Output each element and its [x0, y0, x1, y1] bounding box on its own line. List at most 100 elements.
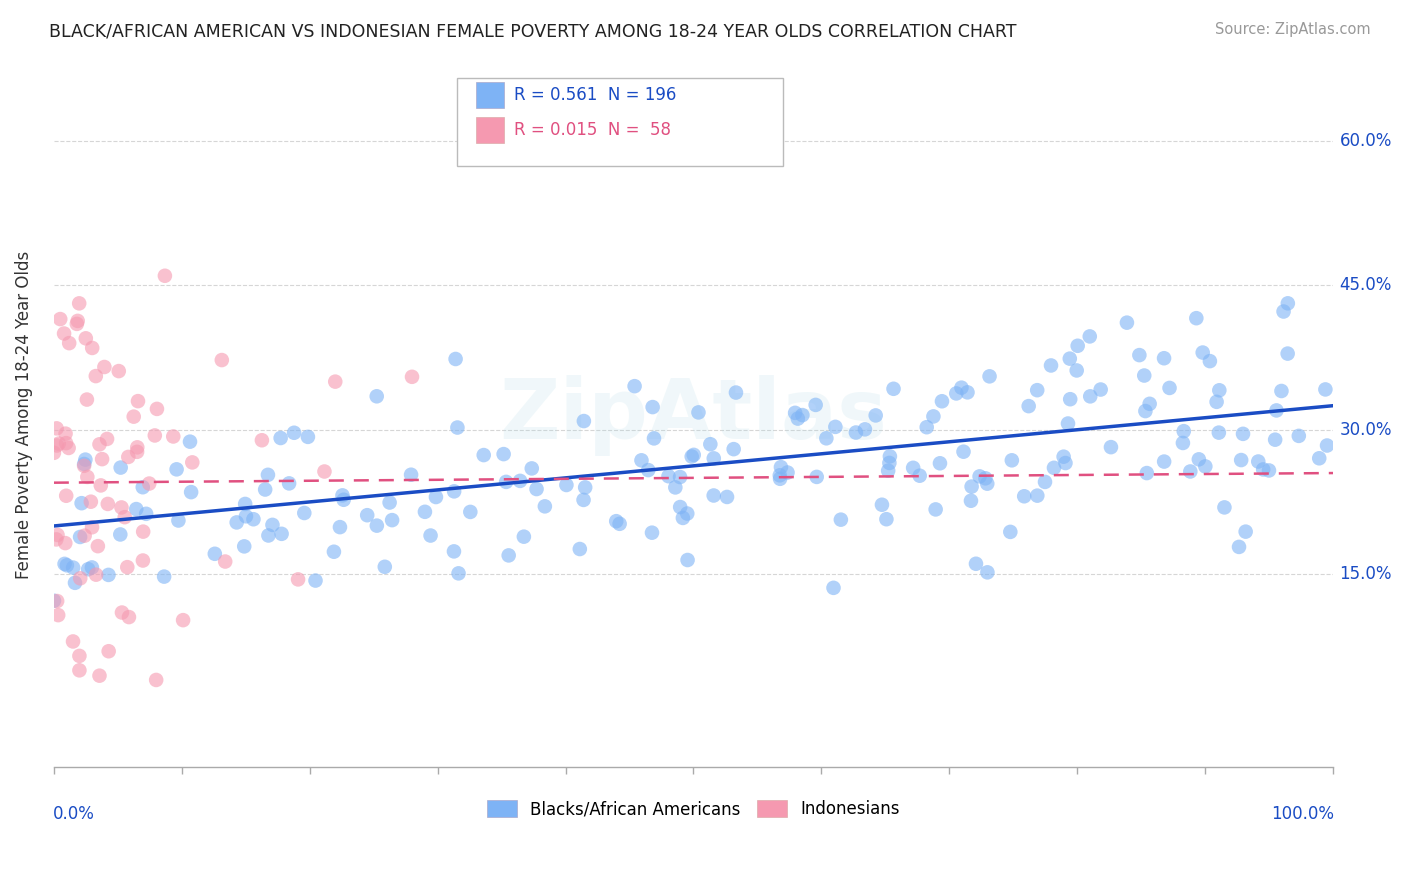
Point [1251, 462, 1274, 476]
Point [446, 420, 468, 434]
Point [1116, 316, 1139, 330]
Point [381, 513, 404, 527]
Point [117, 560, 139, 574]
Point [91, 452, 114, 467]
Point [1026, 489, 1049, 503]
Point [58, 336, 80, 351]
Point [1057, 417, 1080, 431]
Point [46, 594, 69, 608]
Point [110, 500, 132, 515]
Point [1208, 384, 1230, 398]
Point [297, 430, 319, 444]
Point [356, 508, 378, 523]
Point [419, 528, 441, 542]
Point [283, 425, 305, 440]
Point [413, 505, 436, 519]
Point [97, 644, 120, 658]
Point [1059, 392, 1081, 407]
Point [180, 485, 202, 500]
Point [1128, 348, 1150, 362]
Point [976, 566, 998, 580]
Point [401, 369, 423, 384]
Point [879, 456, 901, 470]
Point [97, 497, 120, 511]
Text: 45.0%: 45.0% [1340, 277, 1392, 294]
Point [703, 451, 725, 466]
Point [287, 573, 309, 587]
Point [1066, 339, 1088, 353]
Point [46, 438, 69, 452]
Point [304, 574, 326, 588]
Point [879, 450, 901, 464]
Point [1247, 454, 1270, 468]
Point [1173, 424, 1195, 438]
Point [806, 470, 828, 484]
Point [974, 471, 997, 485]
Point [931, 394, 953, 409]
Point [242, 512, 264, 526]
Point [922, 409, 945, 424]
Point [1232, 426, 1254, 441]
Point [111, 606, 134, 620]
Point [80, 494, 103, 508]
Point [87, 539, 110, 553]
Point [526, 482, 548, 496]
Point [73, 529, 96, 543]
Point [93, 359, 115, 374]
Point [769, 460, 792, 475]
Point [1213, 500, 1236, 515]
Point [69, 571, 91, 585]
Point [76, 470, 98, 484]
Point [1054, 456, 1077, 470]
Point [1180, 465, 1202, 479]
Point [682, 448, 704, 462]
Point [960, 493, 983, 508]
Point [1059, 351, 1081, 366]
Point [1159, 381, 1181, 395]
Point [132, 480, 155, 494]
Text: 100.0%: 100.0% [1271, 805, 1334, 823]
Point [574, 480, 596, 494]
Point [1040, 359, 1063, 373]
Point [664, 480, 686, 494]
Point [214, 555, 236, 569]
Point [167, 514, 190, 528]
Point [669, 500, 692, 514]
Point [1153, 351, 1175, 366]
Point [278, 476, 301, 491]
Point [329, 520, 352, 534]
Point [1078, 329, 1101, 343]
Point [67, 648, 90, 663]
Point [1135, 404, 1157, 418]
Point [865, 409, 887, 423]
Point [135, 507, 157, 521]
Point [58, 441, 80, 455]
Point [776, 466, 799, 480]
Point [127, 394, 149, 409]
Point [1234, 524, 1257, 539]
Point [945, 386, 967, 401]
Point [630, 453, 652, 467]
Point [672, 511, 695, 525]
Point [1078, 389, 1101, 403]
Point [66, 317, 89, 331]
Point [292, 506, 315, 520]
Point [1264, 433, 1286, 447]
Point [70, 496, 93, 510]
Point [56, 558, 79, 573]
Point [785, 406, 807, 420]
Point [870, 498, 893, 512]
Point [90, 478, 112, 492]
Point [1258, 463, 1281, 477]
Point [399, 467, 422, 482]
Y-axis label: Female Poverty Among 18-24 Year Olds: Female Poverty Among 18-24 Year Olds [15, 252, 32, 580]
Point [1205, 394, 1227, 409]
Point [233, 540, 256, 554]
Point [127, 445, 149, 459]
Point [1191, 345, 1213, 359]
Point [75, 452, 97, 467]
Point [53, 326, 76, 341]
Point [1272, 304, 1295, 318]
Point [143, 428, 166, 442]
Point [724, 385, 747, 400]
